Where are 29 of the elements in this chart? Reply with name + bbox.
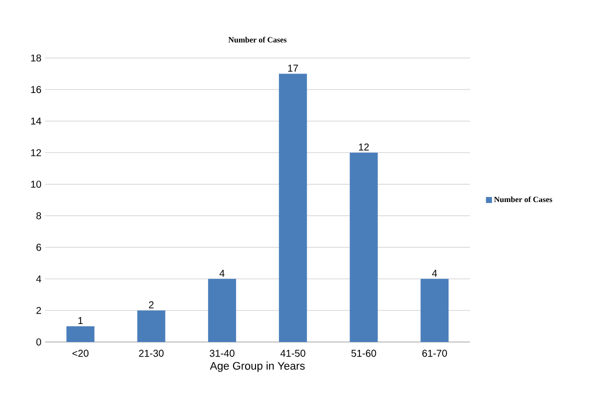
y-tick-label: 10 (31, 180, 42, 188)
x-tick-label: 51-60 (351, 350, 376, 357)
y-tick-label: 16 (31, 86, 42, 94)
y-tick-label: 14 (31, 118, 42, 125)
x-tick-label: 61-70 (422, 350, 447, 357)
bar (278, 74, 307, 342)
data-label: 4 (432, 270, 438, 277)
y-tick-label: 6 (36, 244, 42, 251)
y-tick-label: 8 (36, 212, 42, 220)
x-tick-label: 31-40 (210, 350, 234, 357)
bar (208, 278, 236, 342)
x-tick-label: 41-50 (280, 350, 306, 357)
y-tick-label: 2 (36, 306, 41, 314)
y-tick-label: 18 (31, 54, 42, 62)
bar (137, 310, 166, 342)
data-label: 4 (220, 270, 225, 277)
data-label: 12 (358, 144, 369, 150)
data-label: 2 (148, 301, 154, 308)
x-tick-label: 21-30 (139, 350, 164, 357)
data-label: 1 (78, 317, 83, 324)
bar (420, 278, 449, 342)
x-axis-title: Age Group in Years (210, 362, 305, 372)
bar (66, 326, 94, 342)
y-tick-label: 0 (36, 338, 42, 346)
bar (350, 152, 378, 342)
y-tick-label: 12 (31, 149, 41, 156)
x-tick-label: <20 (72, 350, 88, 357)
data-label: 17 (288, 64, 298, 72)
y-tick-label: 4 (36, 275, 42, 282)
